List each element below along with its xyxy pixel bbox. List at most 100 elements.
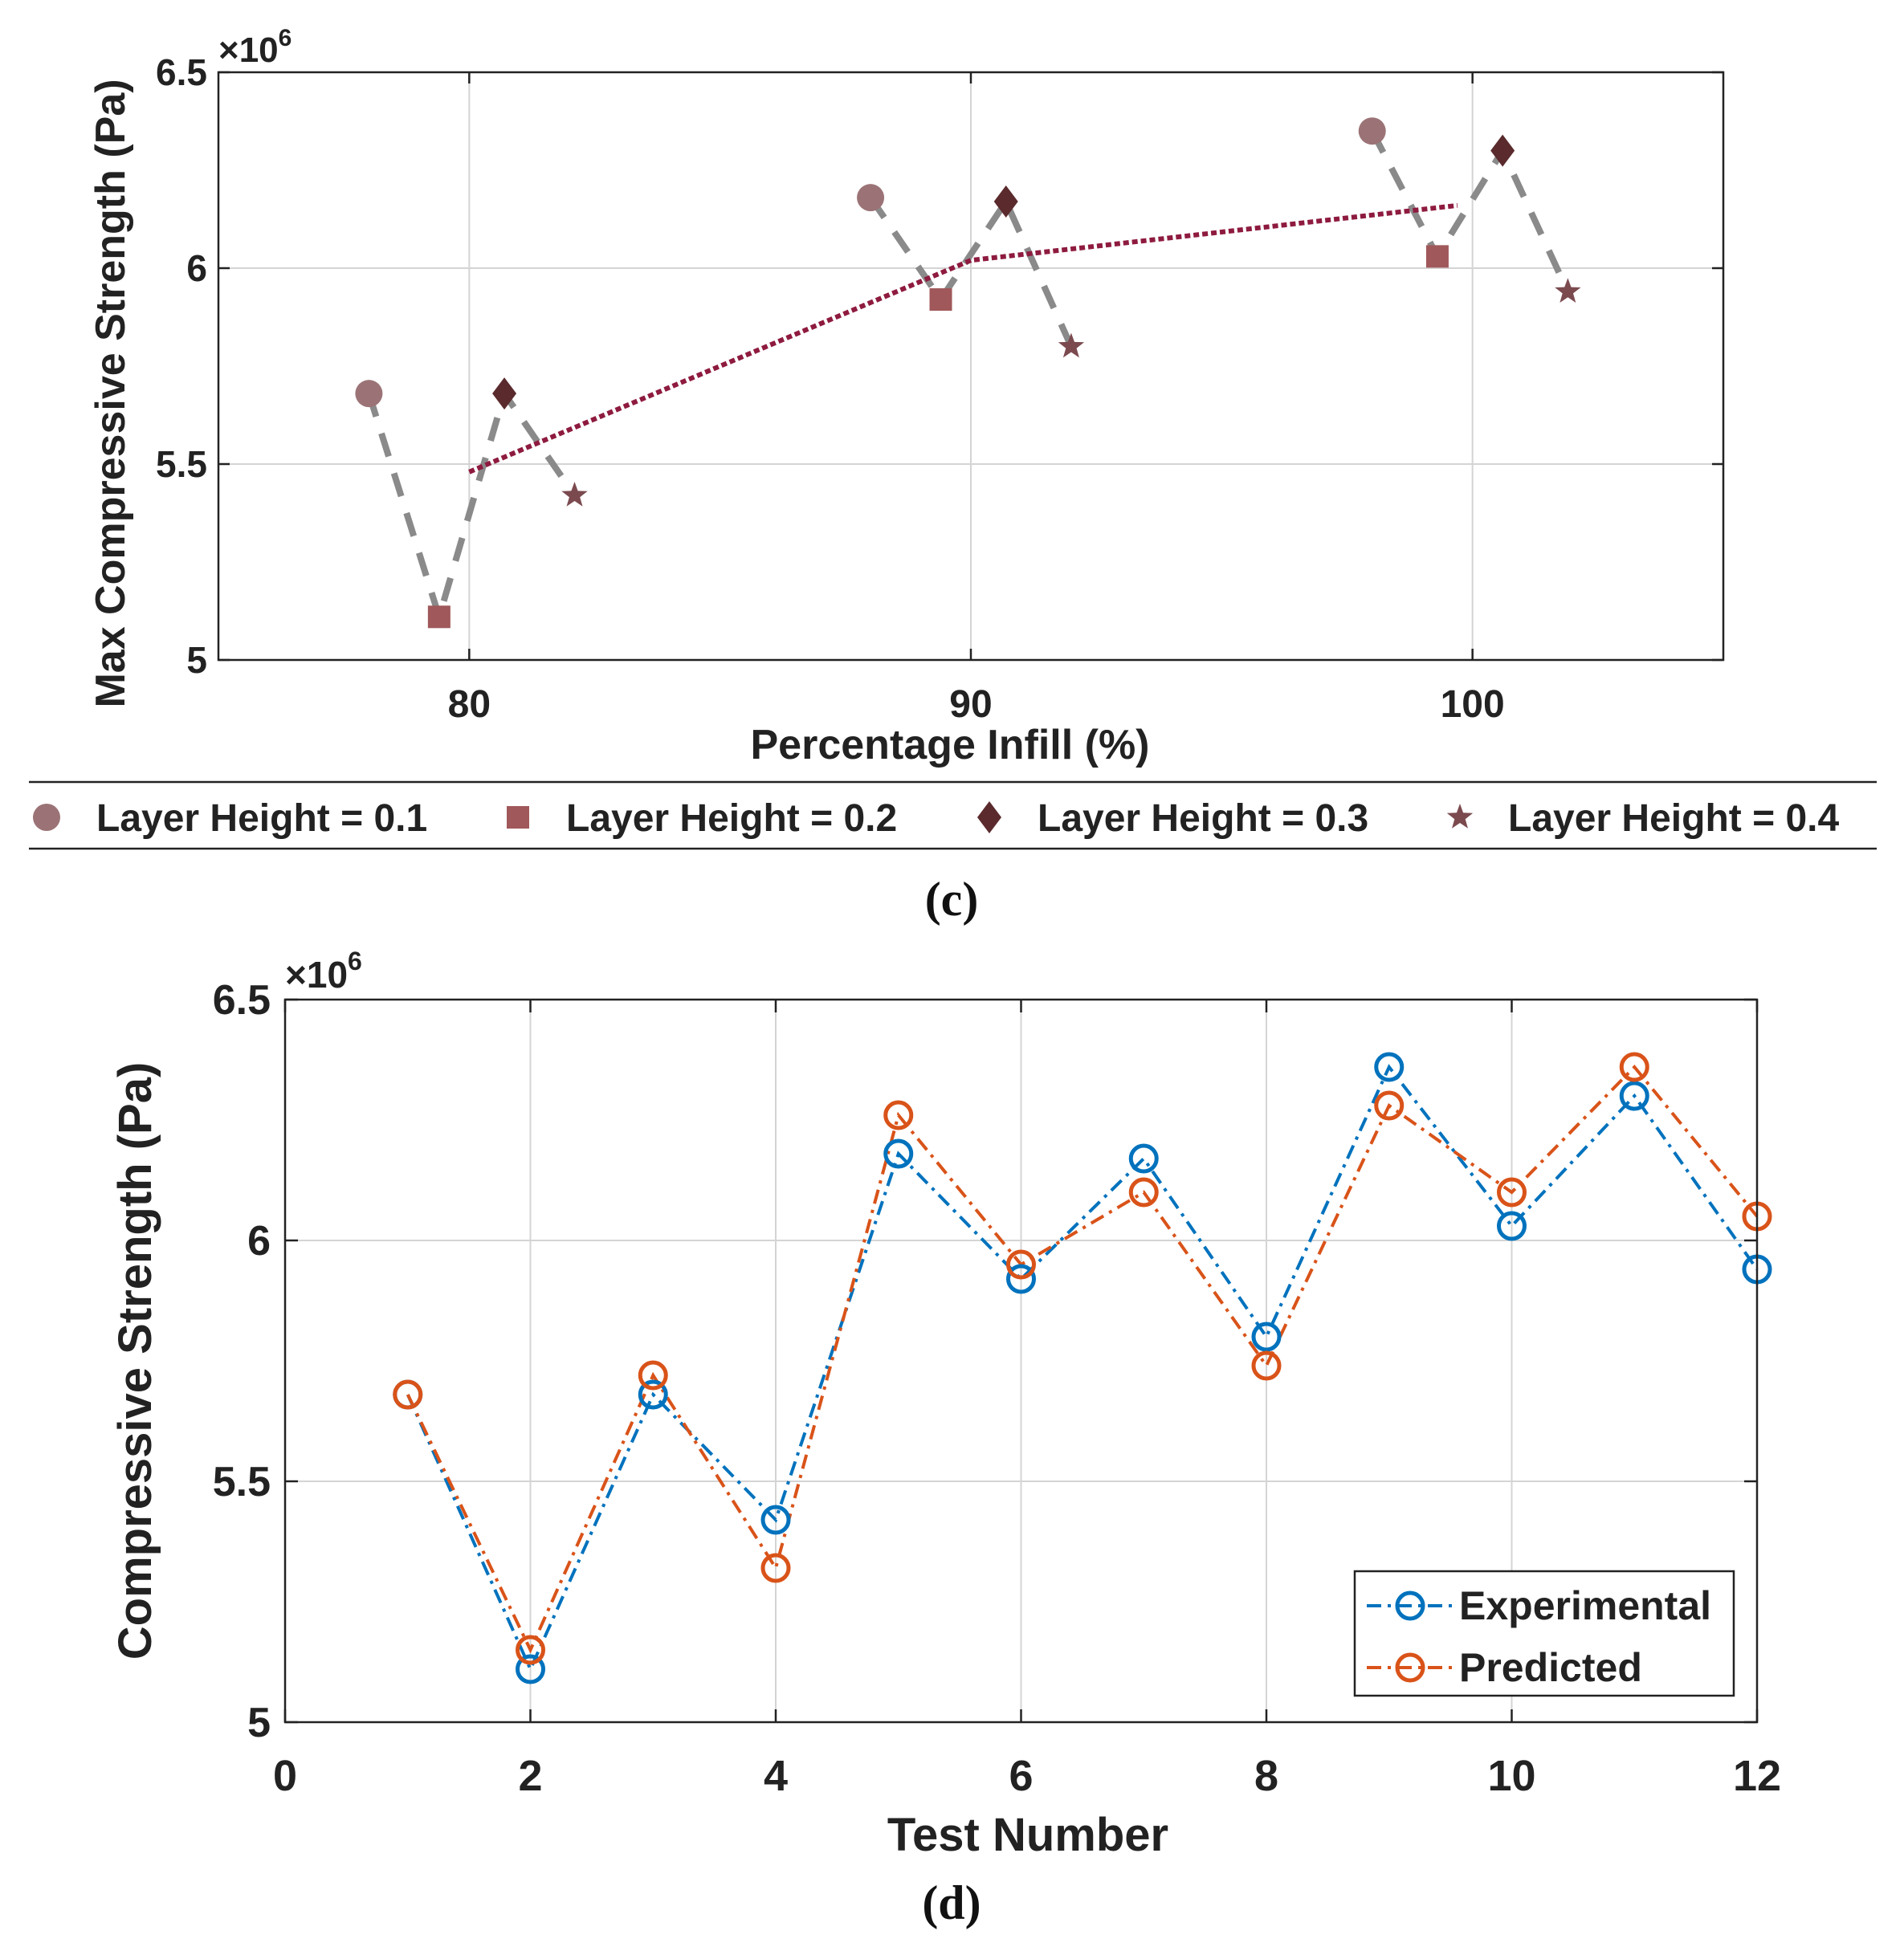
c-exponent-label: ×106 [218,25,292,70]
c-point-circle [857,184,885,212]
c-group-connector [1369,129,1572,293]
d-point-experimental [1006,1264,1036,1294]
c-point-diamond [492,377,517,410]
c-legend-label-1: Layer Height = 0.1 [96,797,427,840]
c-legend-marker-diamond [977,801,1001,833]
d-point-predicted [393,1379,423,1410]
d-x-tick-label: 4 [764,1752,788,1800]
c-point-star [1555,278,1581,303]
d-point-experimental [1374,1052,1405,1082]
d-y-tick-label: 5.5 [213,1459,271,1505]
c-y-axis-label: Max Compressive Strength (Pa) [88,79,134,707]
d-point-experimental [638,1379,668,1410]
d-y-axis-label: Compressive Strength (Pa) [109,1062,161,1660]
d-x-tick-label: 6 [1009,1752,1033,1800]
c-connector-lines [365,129,1572,629]
c-point-square [427,605,451,629]
c-legend-item-4: Layer Height = 0.4 [1446,797,1839,840]
c-y-tick-label: 5 [186,639,207,681]
d-y-tick-label: 5 [247,1700,271,1746]
c-point-circle [1358,117,1386,145]
d-series-line-experimental [406,1064,1759,1673]
d-point-predicted [1251,1350,1282,1381]
d-x-tick-label: 8 [1254,1752,1278,1800]
d-point-experimental [1251,1322,1282,1352]
c-y-tick-label: 5.5 [156,443,207,485]
c-group-connector [365,386,577,629]
panel-c-chart: 80 90 100 5 5.5 6 6.5 ×106 Percentage Infill (… [29,25,1877,926]
c-point-diamond [993,185,1018,218]
c-markers [355,117,1581,629]
c-y-tick-label: 6 [186,247,207,289]
c-x-tick-label: 100 [1441,683,1505,726]
d-point-predicted [1374,1090,1405,1121]
d-legend-label-1: Experimental [1459,1583,1711,1628]
d-point-predicted [760,1553,791,1583]
c-point-square [1425,245,1449,268]
c-legend: Layer Height = 0.1 Layer Height = 0.2 La… [29,780,1877,850]
c-point-square [929,288,952,312]
d-series-line-predicted [406,1065,1759,1654]
d-point-experimental [1619,1081,1649,1111]
d-panel-label: (d) [922,1876,981,1929]
c-legend-items: Layer Height = 0.1 Layer Height = 0.2 La… [33,797,1839,840]
c-legend-item-1: Layer Height = 0.1 [33,797,427,840]
d-x-tick-label: 0 [273,1752,297,1800]
d-point-experimental [1128,1143,1159,1174]
d-point-experimental [516,1654,545,1684]
d-series-lines [406,1064,1759,1673]
c-x-axis-label: Percentage Infill (%) [751,722,1150,768]
d-x-tick-label: 10 [1487,1752,1535,1800]
d-legend-marker-2 [1395,1652,1425,1683]
d-point-predicted [1128,1177,1159,1208]
c-legend-item-3: Layer Height = 0.3 [977,797,1368,840]
c-trend-line [468,202,1458,474]
d-legend-box [1353,1570,1735,1697]
panel-d-chart: 0 2 4 6 8 10 12 5 5.5 6 6.5 ×106 Test Number Compr… [109,947,1781,1929]
d-point-predicted [516,1635,545,1665]
c-legend-diamond-marker [977,801,1001,833]
d-point-predicted [638,1360,668,1391]
d-point-predicted [883,1100,914,1130]
d-y-tick-label: 6 [247,1218,271,1265]
c-tick-labels: 80 90 100 5 5.5 6 6.5 [156,51,1505,726]
d-exponent-label: ×106 [285,947,362,996]
c-x-tick-label: 90 [949,683,992,726]
c-legend-square-marker [507,806,529,829]
d-x-axis-label: Test Number [887,1809,1168,1861]
c-legend-marker-circle [33,804,60,831]
c-legend-label-2: Layer Height = 0.2 [566,797,897,840]
c-legend-item-2: Layer Height = 0.2 [507,797,897,840]
c-legend-marker-star [1446,804,1474,829]
c-point-diamond [1490,134,1515,167]
d-legend-label-2: Predicted [1459,1645,1642,1690]
c-panel-label: (c) [925,873,979,926]
d-legend: Experimental Predicted [1353,1570,1735,1697]
d-point-experimental [883,1138,914,1169]
d-point-predicted [1497,1177,1527,1208]
d-legend-item-2: Predicted [1367,1645,1642,1690]
d-point-predicted [1619,1052,1649,1082]
c-x-tick-label: 80 [448,683,491,726]
d-point-experimental [1497,1211,1527,1241]
d-legend-item-1: Experimental [1367,1583,1711,1628]
d-y-tick-label: 6.5 [213,977,271,1024]
c-y-tick-label: 6.5 [156,51,207,93]
c-legend-label-3: Layer Height = 0.3 [1038,797,1368,840]
d-point-predicted [1006,1249,1036,1280]
c-point-circle [355,380,383,408]
d-x-tick-label: 12 [1733,1752,1781,1800]
c-legend-label-4: Layer Height = 0.4 [1508,797,1839,840]
d-tick-labels: 0 2 4 6 8 10 12 5 5.5 6 6.5 [213,977,1781,1800]
d-ticks [283,998,1759,1724]
c-legend-marker-square [507,806,529,829]
d-x-tick-label: 2 [518,1752,542,1800]
d-markers [393,1052,1772,1684]
c-point-star [1058,332,1085,358]
c-average-trend-line [468,202,1458,474]
c-legend-circle-marker [33,804,60,831]
d-legend-marker-1 [1395,1590,1425,1621]
c-legend-star-marker [1446,804,1474,829]
c-ticks [218,71,1723,662]
